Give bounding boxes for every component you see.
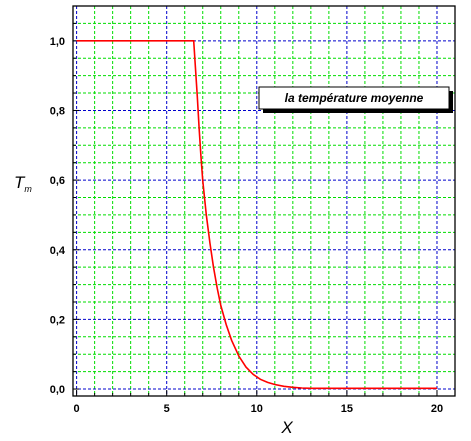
annotation-box: la température moyenne xyxy=(258,86,453,113)
series-line xyxy=(76,40,437,390)
y-tick-label: 0,8 xyxy=(50,105,65,117)
annotation-text: la température moyenne xyxy=(285,91,424,105)
y-tick-label: 0,2 xyxy=(50,314,65,326)
x-axis-label: X xyxy=(280,418,293,437)
y-axis-label: Tm xyxy=(14,173,32,194)
x-tick-label: 20 xyxy=(431,403,443,415)
x-tick-label: 5 xyxy=(164,403,170,415)
x-tick-label: 15 xyxy=(341,403,353,415)
y-tick-label: 0,6 xyxy=(50,175,65,187)
plot-frame xyxy=(72,5,456,397)
x-tick-label: 10 xyxy=(251,403,263,415)
tick-labels: 0 5 10 15 20 0,0 0,2 0,4 0,6 0,8 1,0 xyxy=(50,36,443,415)
annotation-frame xyxy=(258,86,450,110)
y-tick-label: 0,4 xyxy=(50,245,66,257)
y-axis-label-subscript: m xyxy=(24,184,32,194)
y-axis-label-main: T xyxy=(14,173,26,192)
x-tick-label: 0 xyxy=(74,403,80,415)
minor-grid xyxy=(73,6,456,396)
y-tick-label: 1,0 xyxy=(50,36,65,48)
y-tick-label: 0,0 xyxy=(50,384,65,396)
axis-ticks xyxy=(73,22,456,396)
